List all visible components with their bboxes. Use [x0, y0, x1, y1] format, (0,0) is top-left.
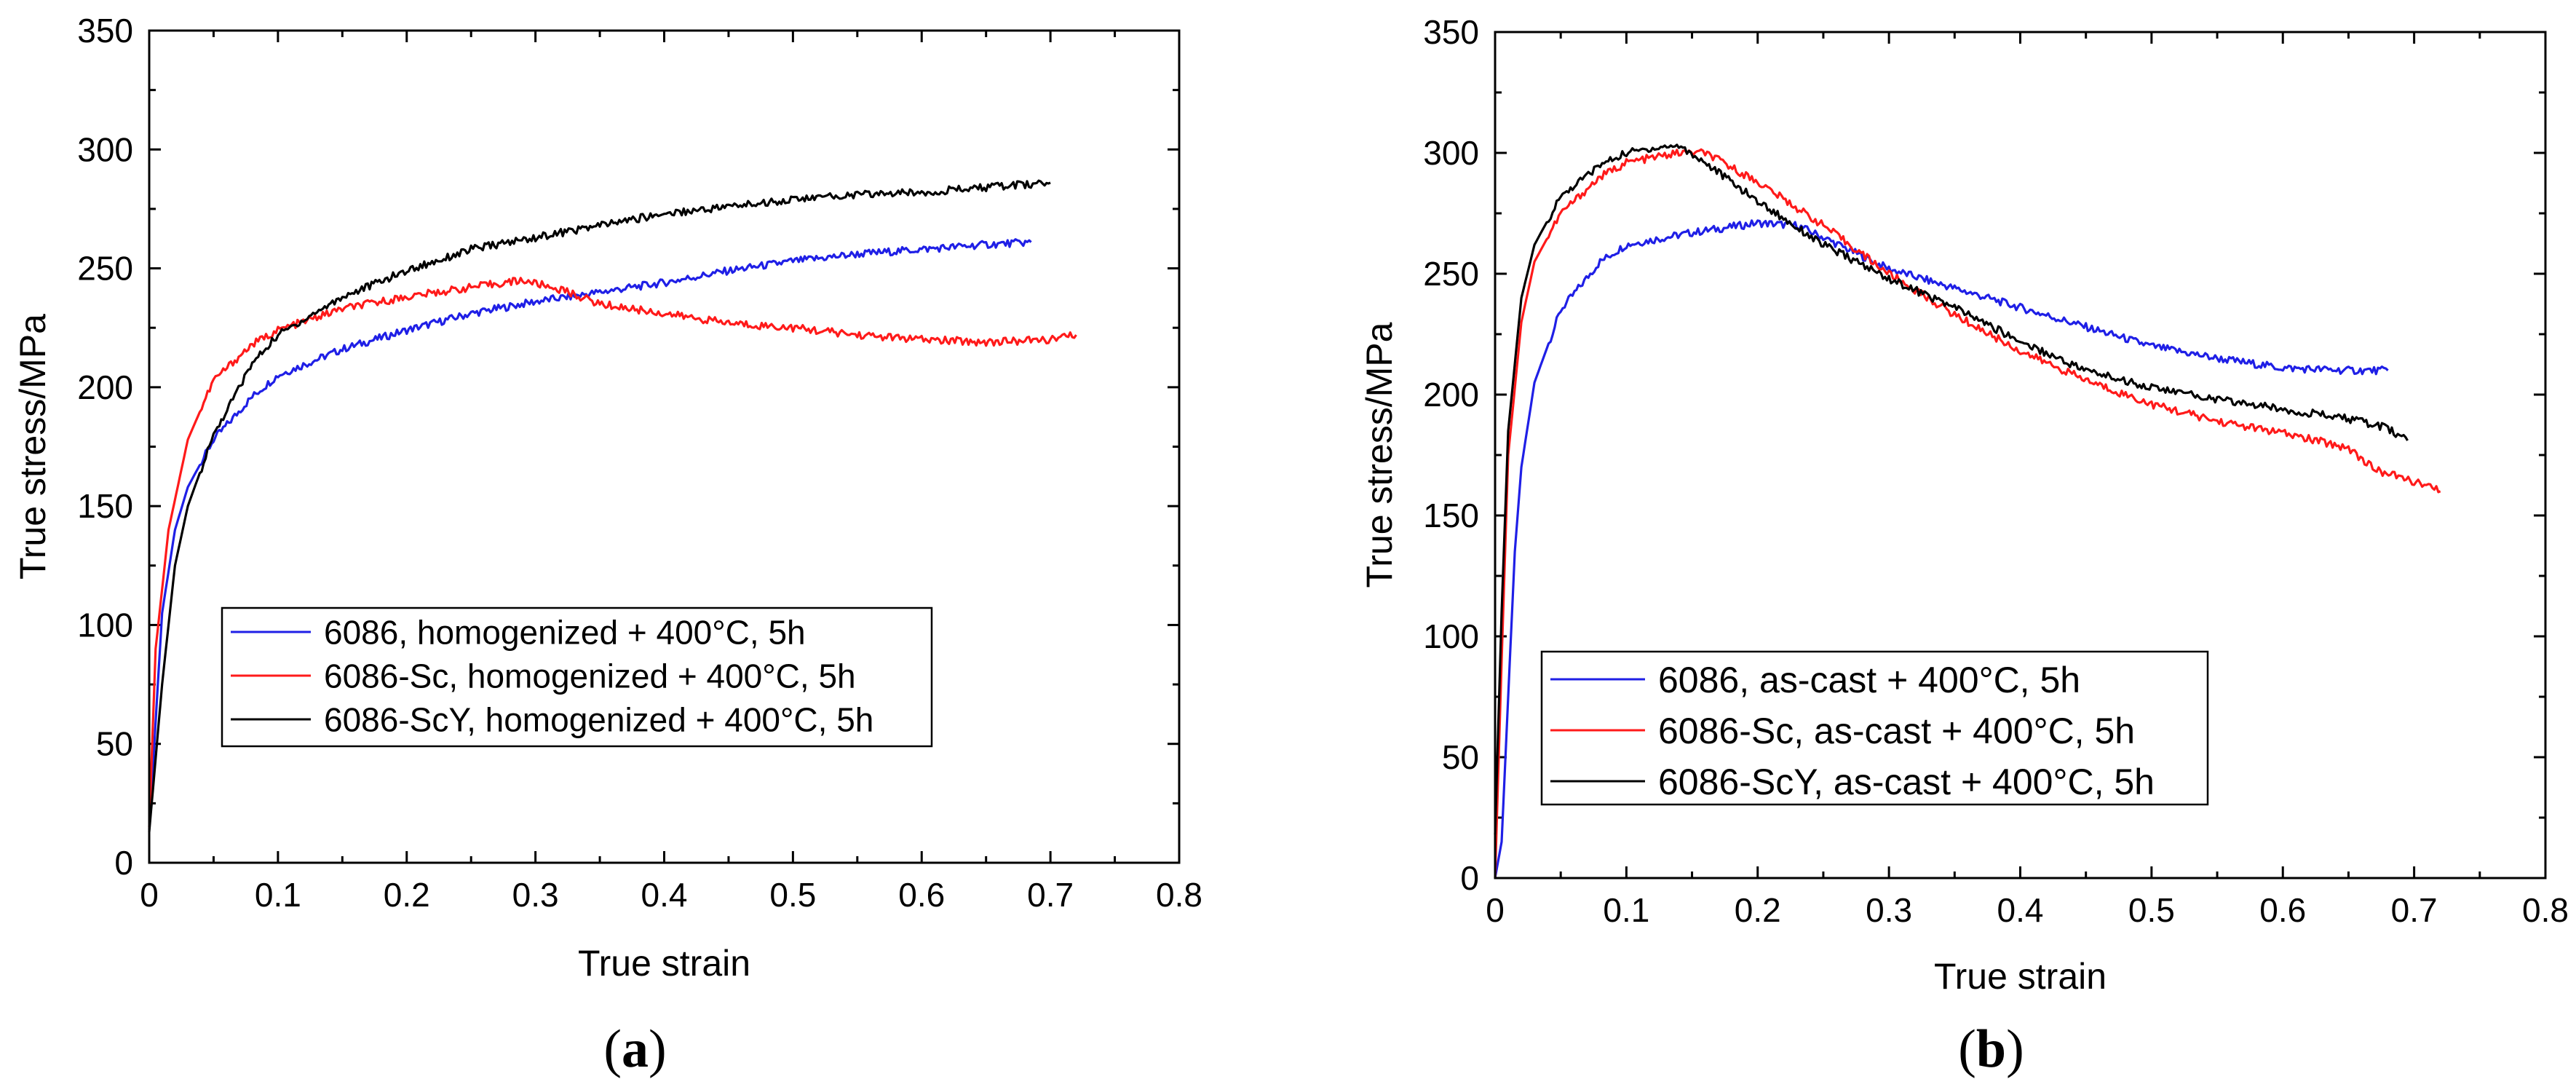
y-tick-label-200: 200 — [1423, 376, 1479, 414]
panel-a-legend-box — [221, 606, 933, 748]
x-tick-label-0-1: 0.1 — [255, 876, 301, 914]
panel-a-caption: (a) — [603, 1019, 666, 1079]
panel-b-x-axis-label: True strain — [1934, 956, 2107, 997]
y-tick-label-350: 350 — [77, 12, 133, 50]
panel-a-caption-letter: a — [622, 1019, 649, 1079]
x-tick-label-0: 0 — [1486, 891, 1505, 929]
panel-b-caption-close: ) — [2006, 1019, 2024, 1079]
x-tick-label-0-6: 0.6 — [898, 876, 945, 914]
panel-a-tick-labels: 0 0.1 0.2 0.3 0.4 0.5 0.6 0.7 0.8 0 50 100 150 200 250… — [77, 12, 1202, 914]
x-tick-label-0-6: 0.6 — [2259, 891, 2306, 929]
x-tick-label-0-1: 0.1 — [1603, 891, 1649, 929]
panel-b-series — [1494, 143, 2441, 879]
legend-label-6086-sc-as-cast: 6086-Sc, as-cast + 400°C, 5h — [1658, 711, 2135, 751]
x-tick-label-0-4: 0.4 — [1997, 891, 2044, 929]
legend-label-6086-homogenized: 6086, homogenized + 400°C, 5h — [324, 614, 806, 652]
series-line-6086-sc-as-cast-400-c-5h — [1494, 148, 2441, 879]
panel-a-caption-open: ( — [603, 1019, 622, 1079]
panel-a-y-axis-label: True stress/MPa — [12, 314, 53, 580]
panel-b-chart: 0 0.1 0.2 0.3 0.4 0.5 0.6 0.7 0.8 0 50 100 150 200 250… — [1359, 13, 2569, 1079]
y-tick-label-250: 250 — [77, 250, 133, 288]
x-tick-label-0-8: 0.8 — [2522, 891, 2569, 929]
series-line-6086-scy-as-cast-400-c-5h — [1494, 143, 2409, 835]
legend-label-6086-scy-as-cast: 6086-ScY, as-cast + 400°C, 5h — [1658, 762, 2155, 802]
panel-b-caption-open: ( — [1958, 1019, 1976, 1079]
y-tick-label-100: 100 — [77, 606, 133, 644]
panel-a-series — [148, 179, 1077, 832]
panel-a-plot-frame — [148, 29, 1181, 864]
series-line-6086-as-cast-400-c-5h — [1494, 219, 2389, 879]
x-tick-label-0-5: 0.5 — [2128, 891, 2175, 929]
legend-label-6086-as-cast: 6086, as-cast + 400°C, 5h — [1658, 660, 2080, 700]
legend-label-6086-scy-homogenized: 6086-ScY, homogenized + 400°C, 5h — [324, 701, 873, 739]
x-tick-label-0-7: 0.7 — [2391, 891, 2438, 929]
panel-b-tick-labels: 0 0.1 0.2 0.3 0.4 0.5 0.6 0.7 0.8 0 50 100 150 200 250… — [1423, 13, 2569, 929]
x-tick-label-0-7: 0.7 — [1027, 876, 1074, 914]
y-tick-label-100: 100 — [1423, 617, 1479, 655]
panel-b-legend-box — [1540, 650, 2209, 806]
y-tick-label-300: 300 — [77, 130, 133, 168]
y-tick-label-0: 0 — [1460, 859, 1479, 897]
panel-a-x-axis-label: True strain — [578, 943, 750, 984]
y-tick-label-50: 50 — [96, 725, 133, 763]
panel-a-chart: 0 0.1 0.2 0.3 0.4 0.5 0.6 0.7 0.8 0 50 100 150 200 250… — [12, 12, 1202, 1079]
series-line-6086-scy-homogenized-400-c-5h — [148, 179, 1051, 832]
x-tick-label-0-4: 0.4 — [641, 876, 688, 914]
y-tick-label-0: 0 — [114, 844, 133, 882]
y-tick-label-250: 250 — [1423, 255, 1479, 293]
y-tick-label-350: 350 — [1423, 13, 1479, 51]
y-tick-label-150: 150 — [1423, 497, 1479, 534]
panel-b-caption-letter: b — [1976, 1019, 2006, 1079]
y-tick-label-50: 50 — [1442, 738, 1479, 776]
x-tick-label-0-2: 0.2 — [1735, 891, 1781, 929]
x-tick-label-0-3: 0.3 — [1866, 891, 1912, 929]
y-tick-label-200: 200 — [77, 368, 133, 406]
x-tick-label-0-8: 0.8 — [1156, 876, 1202, 914]
y-tick-label-150: 150 — [77, 487, 133, 525]
panel-a-legend: 6086, homogenized + 400°C, 5h 6086-Sc, h… — [221, 606, 933, 748]
panel-b-plot-frame — [1494, 31, 2547, 880]
legend-label-6086-sc-homogenized: 6086-Sc, homogenized + 400°C, 5h — [324, 657, 856, 695]
series-line-6086-homogenized-400-c-5h — [148, 238, 1032, 830]
x-tick-label-0-2: 0.2 — [384, 876, 430, 914]
x-tick-label-0: 0 — [140, 876, 159, 914]
panel-b-legend: 6086, as-cast + 400°C, 5h 6086-Sc, as-ca… — [1540, 650, 2209, 806]
panel-b-caption: (b) — [1958, 1019, 2024, 1079]
x-tick-label-0-5: 0.5 — [769, 876, 816, 914]
panel-b-y-axis-label: True stress/MPa — [1359, 322, 1400, 588]
y-tick-label-300: 300 — [1423, 134, 1479, 172]
x-tick-label-0-3: 0.3 — [512, 876, 559, 914]
panel-a-caption-close: ) — [649, 1019, 667, 1079]
